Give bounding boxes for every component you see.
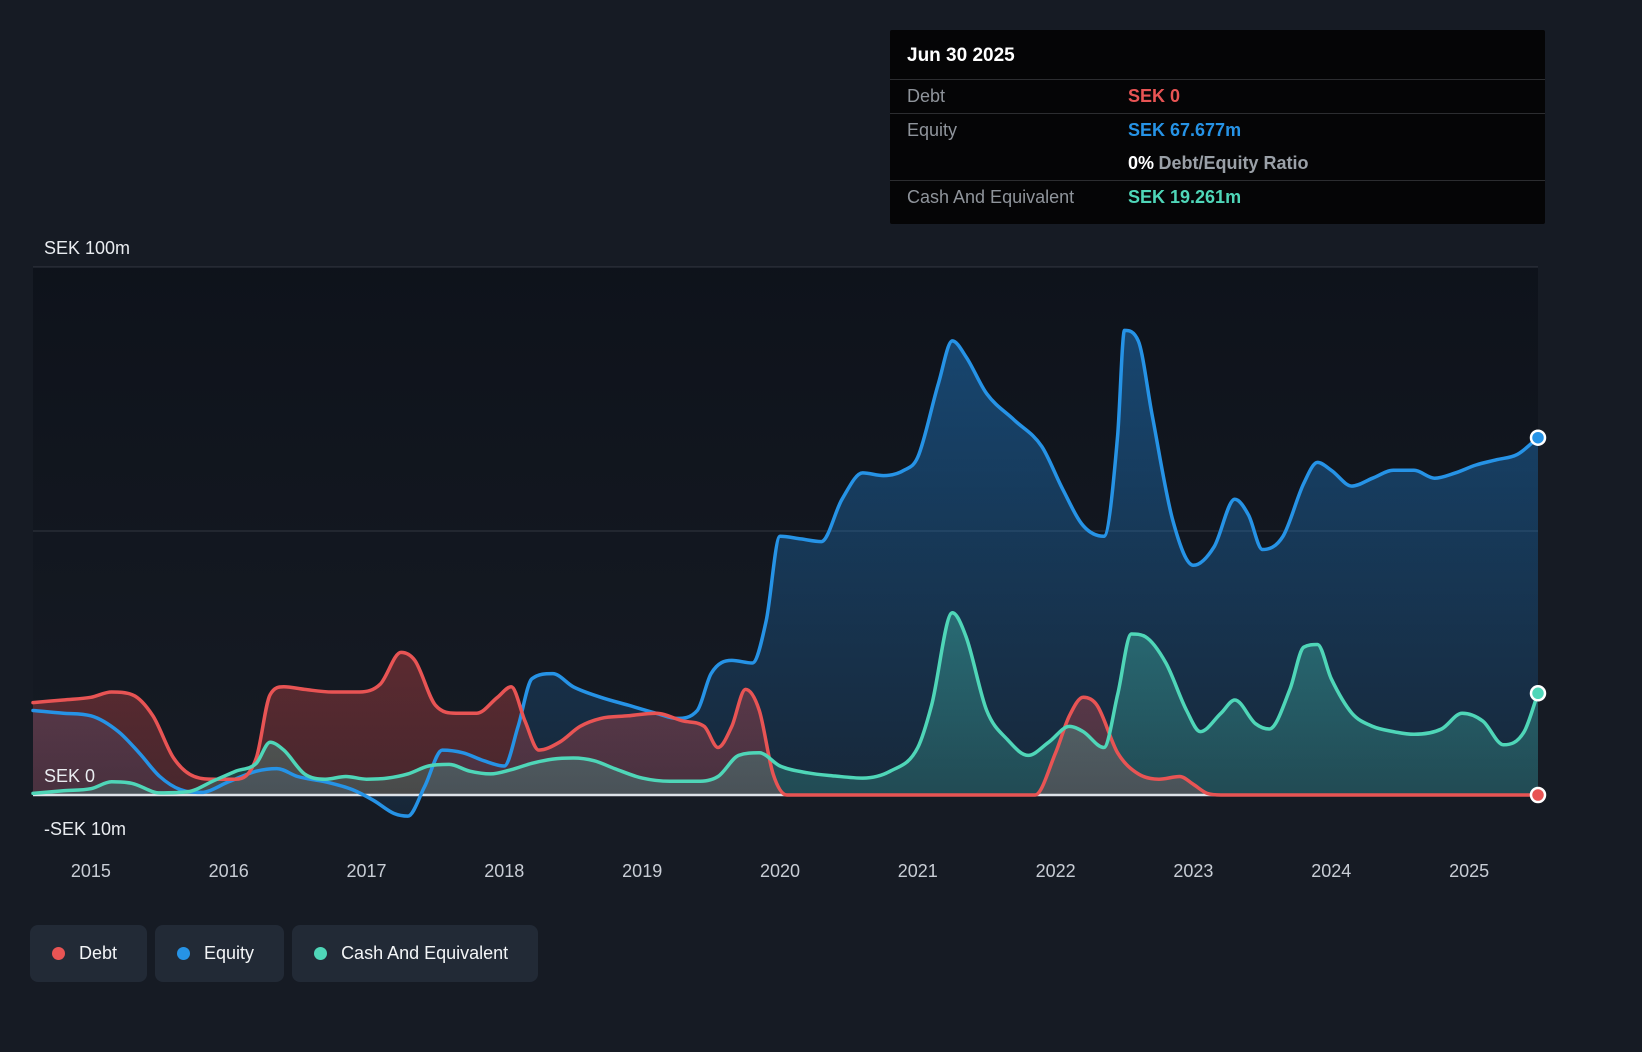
y-axis-label-0: SEK 0 bbox=[44, 766, 95, 786]
x-axis-label-2024: 2024 bbox=[1311, 861, 1351, 881]
equity-dot-icon bbox=[177, 947, 191, 960]
legend-item-cash[interactable]: Cash And Equivalent bbox=[292, 925, 539, 982]
legend-debt-label: Debt bbox=[79, 943, 118, 963]
tooltip-cash-value: SEK 19.261m bbox=[1128, 187, 1242, 207]
legend-equity-label: Equity bbox=[204, 943, 255, 963]
tooltip-debt-label: Debt bbox=[907, 86, 946, 106]
cash-and-equivalent-line bbox=[31, 611, 1540, 796]
cash-and-equivalent-end-marker bbox=[1529, 685, 1547, 702]
debt-end-marker bbox=[1529, 786, 1547, 804]
tooltip-row-cash: Cash And Equivalent SEK 19.261m bbox=[890, 180, 1545, 214]
debt-area bbox=[33, 652, 1538, 795]
equity-line bbox=[31, 328, 1540, 818]
x-axis-label-2020: 2020 bbox=[760, 861, 800, 881]
tooltip-row-ratio: 0% Debt/Equity Ratio bbox=[890, 147, 1545, 180]
tooltip-equity-value: SEK 67.677m bbox=[1128, 120, 1242, 140]
x-axis-label-2015: 2015 bbox=[71, 861, 111, 881]
tooltip-equity-label: Equity bbox=[907, 120, 958, 140]
tooltip-row-equity: Equity SEK 67.677m bbox=[890, 113, 1545, 147]
tooltip-ratio-percent: 0% bbox=[1128, 153, 1155, 173]
legend-item-equity[interactable]: Equity bbox=[155, 925, 285, 982]
tooltip-debt-value: SEK 0 bbox=[1128, 86, 1181, 106]
legend-item-debt[interactable]: Debt bbox=[30, 925, 148, 982]
x-axis-label-2017: 2017 bbox=[346, 861, 386, 881]
tooltip-cash-label: Cash And Equivalent bbox=[907, 187, 1075, 207]
chart-tooltip: Jun 30 2025 Debt SEK 0 Equity SEK 67.677… bbox=[890, 30, 1545, 224]
x-axis-label-2016: 2016 bbox=[209, 861, 249, 881]
legend: Debt Equity Cash And Equivalent bbox=[30, 925, 539, 982]
tooltip-date: Jun 30 2025 bbox=[907, 45, 1015, 66]
tooltip-row-debt: Debt SEK 0 bbox=[890, 79, 1545, 113]
x-axis-label-2018: 2018 bbox=[484, 861, 524, 881]
tooltip-ratio-label: Debt/Equity Ratio bbox=[1158, 153, 1309, 173]
tooltip-ratio-value: 0% Debt/Equity Ratio bbox=[1128, 153, 1528, 174]
equity-end-marker bbox=[1529, 429, 1547, 446]
x-axis-label-2019: 2019 bbox=[622, 861, 662, 881]
y-axis-label-100: SEK 100m bbox=[44, 238, 130, 258]
x-axis-label-2022: 2022 bbox=[1036, 861, 1076, 881]
legend-cash-label: Cash And Equivalent bbox=[341, 943, 509, 963]
cash-dot-icon bbox=[314, 947, 328, 960]
x-axis-label-2025: 2025 bbox=[1449, 861, 1489, 881]
x-axis-label-2021: 2021 bbox=[898, 861, 938, 881]
debt-dot-icon bbox=[52, 947, 65, 960]
x-axis-label-2023: 2023 bbox=[1173, 861, 1213, 881]
y-axis-label--10: -SEK 10m bbox=[44, 819, 126, 839]
